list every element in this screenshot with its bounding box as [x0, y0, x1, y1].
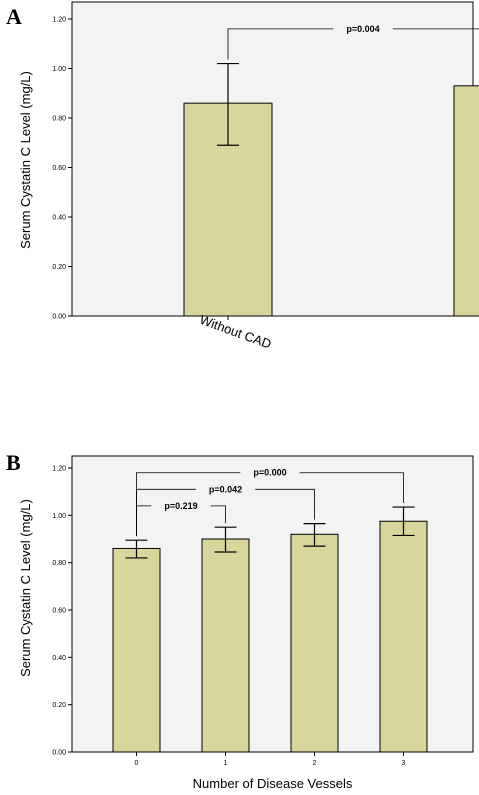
significance-bracket — [392, 28, 479, 30]
significance-bracket — [227, 28, 334, 60]
y-tick-label: 1.00 — [52, 66, 66, 73]
category-label: 0 — [135, 760, 139, 767]
significance-bracket — [299, 472, 404, 504]
bar — [201, 538, 250, 753]
bar — [453, 85, 479, 317]
panel-label: B — [6, 450, 21, 475]
y-axis-title: Serum Cystatin C Level (mg/L) — [18, 499, 33, 677]
bar — [379, 520, 428, 753]
y-tick-label: 0.60 — [52, 608, 66, 615]
significance-bracket — [136, 472, 241, 537]
category-label: 2 — [313, 760, 317, 767]
y-tick-label: 0.20 — [52, 264, 66, 271]
y-axis-title: Serum Cystatin C Level (mg/L) — [18, 71, 33, 249]
y-tick-label: 0.40 — [52, 655, 66, 662]
p-value-label: p=0.042 — [209, 484, 242, 494]
category-label: 1 — [224, 760, 228, 767]
y-tick-label: 0.80 — [52, 116, 66, 123]
y-tick-label: 1.20 — [52, 466, 66, 473]
y-tick-label: 1.00 — [52, 513, 66, 520]
bar — [112, 547, 161, 753]
panel-label: A — [6, 4, 22, 29]
significance-bracket — [210, 505, 226, 524]
category-label: 3 — [402, 760, 406, 767]
significance-bracket — [255, 488, 315, 520]
y-tick-label: 0.00 — [52, 314, 66, 321]
p-value-label: p=0.000 — [253, 468, 286, 478]
y-tick-label: 0.00 — [52, 750, 66, 757]
x-axis-title: Number of Disease Vessels — [193, 776, 353, 791]
y-tick-label: 0.20 — [52, 702, 66, 709]
y-tick-label: 0.40 — [52, 215, 66, 222]
p-value-label: p=0.004 — [346, 24, 379, 34]
category-label: Without CAD — [198, 312, 274, 352]
y-tick-label: 0.80 — [52, 560, 66, 567]
y-tick-label: 1.20 — [52, 17, 66, 24]
p-value-label: p=0.219 — [164, 501, 197, 511]
bar — [290, 533, 339, 753]
y-tick-label: 0.60 — [52, 165, 66, 172]
